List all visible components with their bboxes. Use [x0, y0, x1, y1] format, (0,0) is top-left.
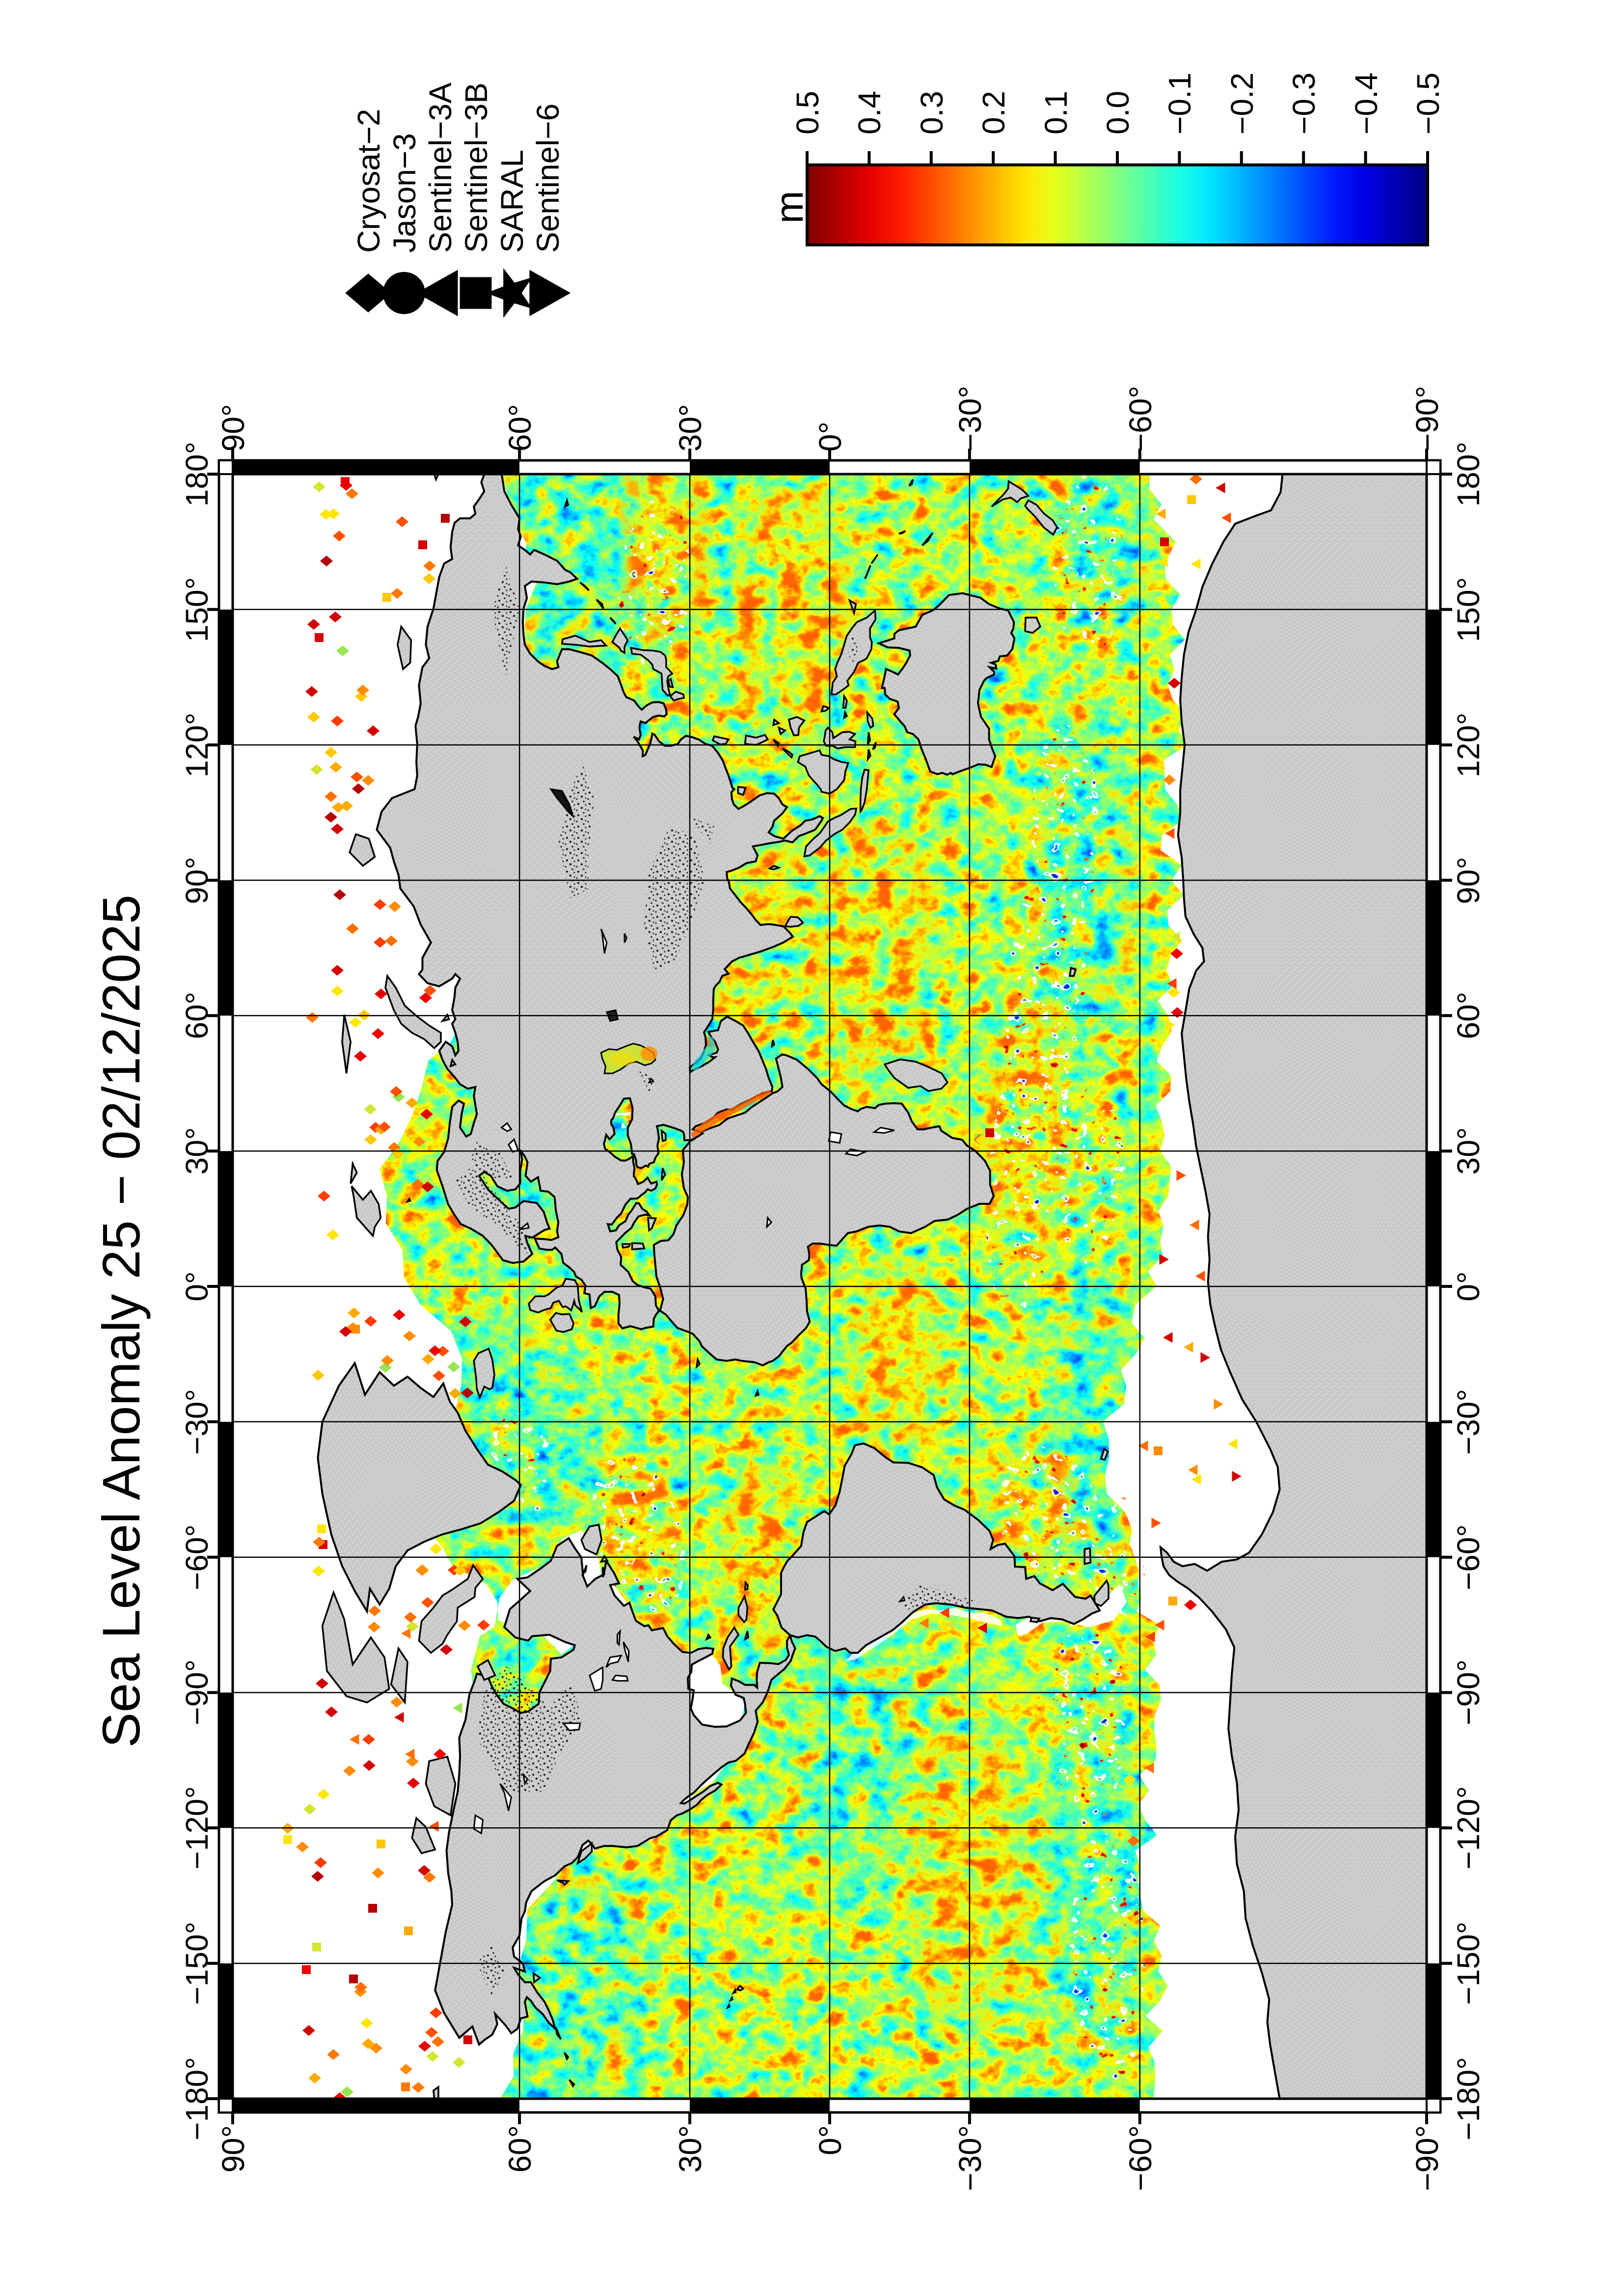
svg-text:60°: 60°	[179, 992, 215, 1040]
svg-text:Cryosat−2: Cryosat−2	[351, 109, 386, 253]
svg-text:150°: 150°	[1451, 577, 1486, 642]
svg-text:−0.1: −0.1	[1162, 73, 1197, 134]
svg-text:0.0: 0.0	[1100, 91, 1136, 134]
svg-text:30°: 30°	[673, 404, 708, 452]
svg-text:0.2: 0.2	[976, 91, 1011, 134]
svg-text:90°: 90°	[216, 404, 251, 452]
svg-text:60°: 60°	[502, 404, 538, 452]
svg-text:30°: 30°	[673, 2125, 708, 2173]
svg-text:0.5: 0.5	[790, 91, 825, 134]
svg-text:30°: 30°	[179, 1127, 215, 1175]
svg-text:−180°: −180°	[179, 2057, 215, 2140]
svg-text:90°: 90°	[216, 2125, 251, 2173]
svg-text:−120°: −120°	[179, 1786, 215, 1869]
svg-text:30°: 30°	[1451, 1127, 1486, 1175]
svg-text:−150°: −150°	[1451, 1922, 1486, 2005]
svg-text:60°: 60°	[1451, 992, 1486, 1040]
svg-text:−90°: −90°	[1409, 2125, 1445, 2191]
svg-text:m: m	[767, 191, 811, 224]
svg-text:60°: 60°	[502, 2125, 538, 2173]
svg-text:−30°: −30°	[1451, 1389, 1486, 1455]
svg-text:0°: 0°	[812, 422, 848, 452]
svg-text:−60°: −60°	[179, 1524, 215, 1590]
svg-text:−30°: −30°	[952, 386, 988, 452]
svg-text:−0.5: −0.5	[1410, 73, 1446, 134]
svg-text:−60°: −60°	[1123, 2125, 1158, 2191]
svg-text:Sentinel−3B: Sentinel−3B	[459, 82, 494, 253]
svg-text:−150°: −150°	[179, 1922, 215, 2005]
svg-text:−60°: −60°	[1123, 386, 1158, 452]
svg-text:−180°: −180°	[1451, 2057, 1486, 2140]
svg-text:120°: 120°	[1451, 713, 1486, 777]
svg-text:−120°: −120°	[1451, 1786, 1486, 1869]
svg-text:Jason−3: Jason−3	[387, 133, 422, 253]
svg-text:0°: 0°	[1451, 1271, 1486, 1301]
svg-text:180°: 180°	[179, 442, 215, 507]
svg-text:−0.3: −0.3	[1286, 73, 1322, 134]
svg-text:−60°: −60°	[1451, 1524, 1486, 1590]
svg-text:−30°: −30°	[179, 1389, 215, 1455]
svg-text:SARAL: SARAL	[494, 150, 530, 253]
svg-text:Sea Level Anomaly 25 − 02/12/2: Sea Level Anomaly 25 − 02/12/2025	[91, 895, 151, 1748]
svg-text:90°: 90°	[179, 857, 215, 905]
svg-text:Sentinel−6: Sentinel−6	[530, 104, 566, 253]
svg-text:−30°: −30°	[952, 2125, 988, 2191]
svg-text:180°: 180°	[1451, 442, 1486, 507]
svg-text:0°: 0°	[179, 1271, 215, 1301]
svg-text:120°: 120°	[179, 713, 215, 777]
svg-text:90°: 90°	[1451, 857, 1486, 905]
svg-text:−90°: −90°	[1409, 386, 1445, 452]
svg-text:−90°: −90°	[1451, 1659, 1486, 1725]
svg-text:Sentinel−3A: Sentinel−3A	[423, 82, 458, 253]
svg-text:−0.2: −0.2	[1224, 73, 1260, 134]
svg-text:0.4: 0.4	[852, 91, 887, 134]
svg-text:−90°: −90°	[179, 1659, 215, 1725]
svg-text:−0.4: −0.4	[1349, 73, 1384, 134]
svg-text:0.1: 0.1	[1038, 91, 1074, 134]
svg-text:0.3: 0.3	[914, 91, 949, 134]
svg-text:0°: 0°	[812, 2125, 848, 2155]
svg-text:150°: 150°	[179, 577, 215, 642]
